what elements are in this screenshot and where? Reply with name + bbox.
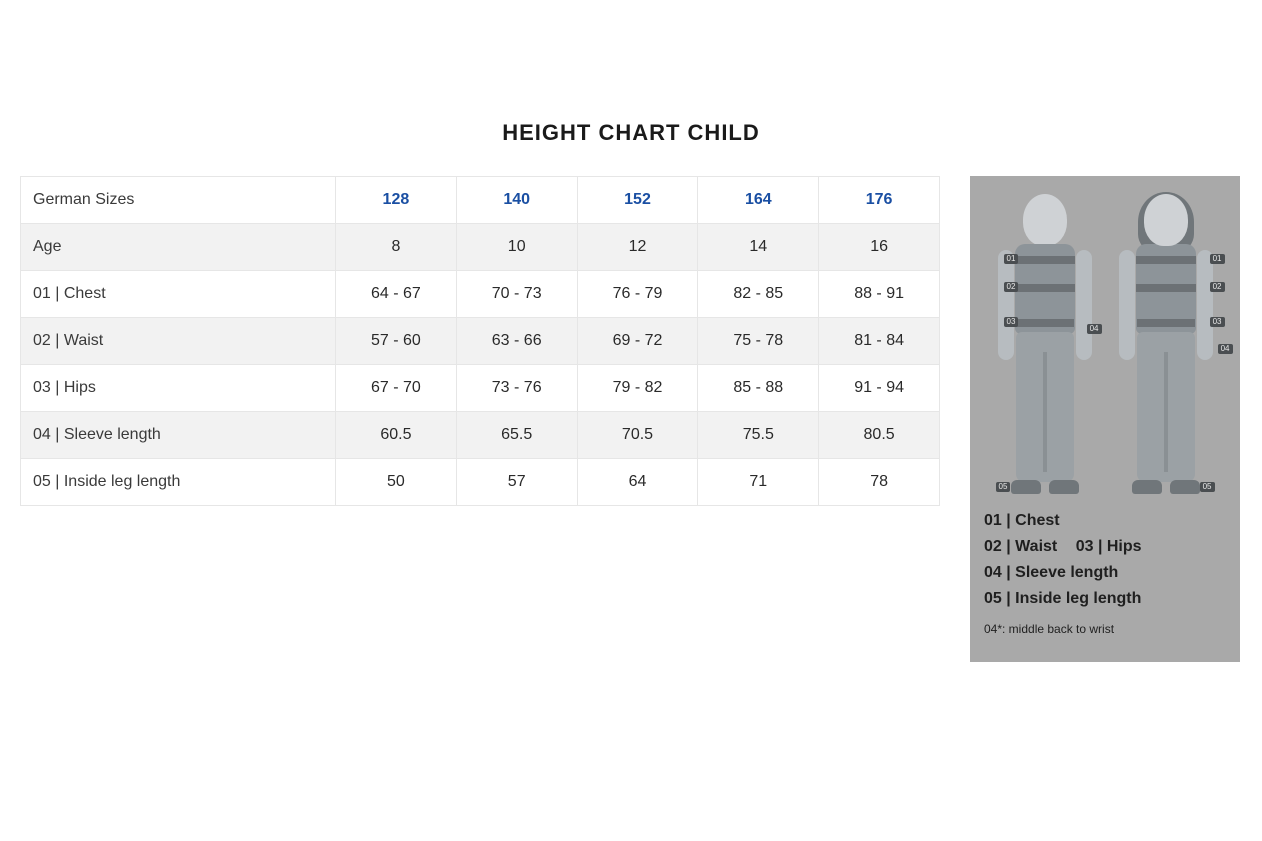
legend-line-part: 03 | Hips	[1076, 538, 1142, 556]
value-cell: 82 - 85	[698, 271, 819, 318]
value-cell: 88 - 91	[819, 271, 940, 318]
value-cell: 67 - 70	[336, 365, 457, 412]
value-cell: 16	[819, 224, 940, 271]
table-body: Age81012141601 | Chest64 - 6770 - 7376 -…	[21, 224, 940, 506]
value-cell: 69 - 72	[577, 318, 698, 365]
value-cell: 79 - 82	[577, 365, 698, 412]
size-col-4: 176	[819, 177, 940, 224]
value-cell: 75.5	[698, 412, 819, 459]
row-label-cell: 02 | Waist	[21, 318, 336, 365]
value-cell: 75 - 78	[698, 318, 819, 365]
table-row: Age810121416	[21, 224, 940, 271]
legend-line: 02 | Waist 03 | Hips	[984, 538, 1226, 556]
value-cell: 78	[819, 459, 940, 506]
value-cell: 50	[336, 459, 457, 506]
figure-tag: 03	[1004, 317, 1019, 327]
figure-tag: 04	[1087, 324, 1102, 334]
content-row: German Sizes 128 140 152 164 176 Age8101…	[20, 176, 1242, 662]
legend-line: 05 | Inside leg length	[984, 590, 1226, 608]
value-cell: 91 - 94	[819, 365, 940, 412]
size-col-0: 128	[336, 177, 457, 224]
mannequin-girl-icon: 01 02 03 04 05	[1111, 194, 1221, 494]
size-col-2: 152	[577, 177, 698, 224]
mannequin-boy-icon: 01 02 03 04 05	[990, 194, 1100, 494]
table-row: 01 | Chest64 - 6770 - 7376 - 7982 - 8588…	[21, 271, 940, 318]
figure-tag: 02	[1210, 282, 1225, 292]
legend-line: 04 | Sleeve length	[984, 564, 1226, 582]
row-label-cell: 03 | Hips	[21, 365, 336, 412]
size-table: German Sizes 128 140 152 164 176 Age8101…	[20, 176, 940, 506]
figure-tag: 05	[996, 482, 1011, 492]
value-cell: 57 - 60	[336, 318, 457, 365]
figure-tag: 01	[1004, 254, 1019, 264]
size-col-3: 164	[698, 177, 819, 224]
mannequin-figures: 01 02 03 04 05 01	[984, 194, 1226, 494]
value-cell: 8	[336, 224, 457, 271]
table-row: 02 | Waist57 - 6063 - 6669 - 7275 - 7881…	[21, 318, 940, 365]
figure-tag: 05	[1200, 482, 1215, 492]
legend-line: 01 | Chest	[984, 512, 1226, 530]
value-cell: 81 - 84	[819, 318, 940, 365]
row-label-cell: 01 | Chest	[21, 271, 336, 318]
value-cell: 65.5	[456, 412, 577, 459]
row-label-cell: 04 | Sleeve length	[21, 412, 336, 459]
figure-tag: 04	[1218, 344, 1233, 354]
size-col-1: 140	[456, 177, 577, 224]
figure-tag: 01	[1210, 254, 1225, 264]
table-row: 04 | Sleeve length60.565.570.575.580.5	[21, 412, 940, 459]
table-row: 03 | Hips67 - 7073 - 7679 - 8285 - 8891 …	[21, 365, 940, 412]
value-cell: 80.5	[819, 412, 940, 459]
value-cell: 73 - 76	[456, 365, 577, 412]
value-cell: 64	[577, 459, 698, 506]
value-cell: 14	[698, 224, 819, 271]
value-cell: 71	[698, 459, 819, 506]
legend-panel: 01 02 03 04 05 01	[970, 176, 1240, 662]
table-row: 05 | Inside leg length5057647178	[21, 459, 940, 506]
table-header-row: German Sizes 128 140 152 164 176	[21, 177, 940, 224]
value-cell: 70.5	[577, 412, 698, 459]
legend-footnote: 04*: middle back to wrist	[984, 622, 1226, 636]
value-cell: 57	[456, 459, 577, 506]
value-cell: 85 - 88	[698, 365, 819, 412]
row-label-cell: 05 | Inside leg length	[21, 459, 336, 506]
figure-tag: 03	[1210, 317, 1225, 327]
legend-lines: 01 | Chest 02 | Waist 03 | Hips 04 | Sle…	[984, 512, 1226, 636]
figure-tag: 02	[1004, 282, 1019, 292]
page: HEIGHT CHART CHILD German Sizes 128 140 …	[0, 0, 1262, 841]
value-cell: 12	[577, 224, 698, 271]
value-cell: 76 - 79	[577, 271, 698, 318]
value-cell: 63 - 66	[456, 318, 577, 365]
row-label-cell: Age	[21, 224, 336, 271]
value-cell: 64 - 67	[336, 271, 457, 318]
legend-line-part: 02 | Waist	[984, 538, 1057, 556]
header-label-cell: German Sizes	[21, 177, 336, 224]
value-cell: 70 - 73	[456, 271, 577, 318]
value-cell: 60.5	[336, 412, 457, 459]
value-cell: 10	[456, 224, 577, 271]
page-title: HEIGHT CHART CHILD	[20, 120, 1242, 146]
